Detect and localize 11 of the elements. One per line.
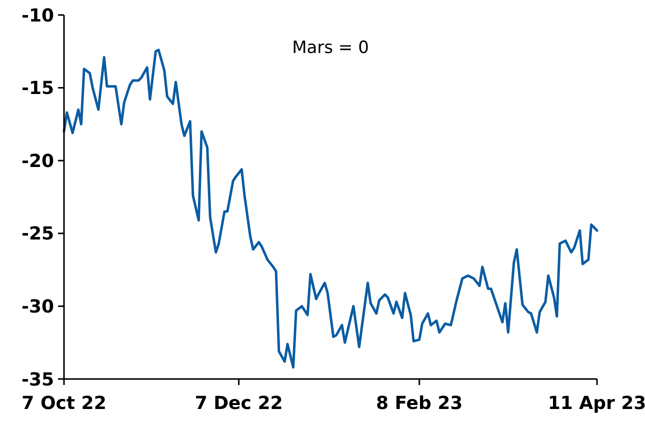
y-tick-label: -20	[21, 150, 54, 172]
x-tick-label: 7 Dec 22	[194, 393, 283, 414]
annotation: Mars = 0	[292, 38, 369, 58]
y-tick-label: -25	[21, 224, 54, 245]
y-tick-label: -35	[21, 369, 54, 390]
y-tick-label: -10	[21, 5, 54, 26]
y-tick-label: -30	[21, 296, 54, 318]
y-tick-label: -15	[21, 78, 54, 100]
x-tick-label: 8 Feb 23	[376, 393, 463, 414]
x-tick-label: 11 Apr 23	[548, 393, 645, 414]
x-tick-label: 7 Oct 22	[22, 393, 106, 414]
